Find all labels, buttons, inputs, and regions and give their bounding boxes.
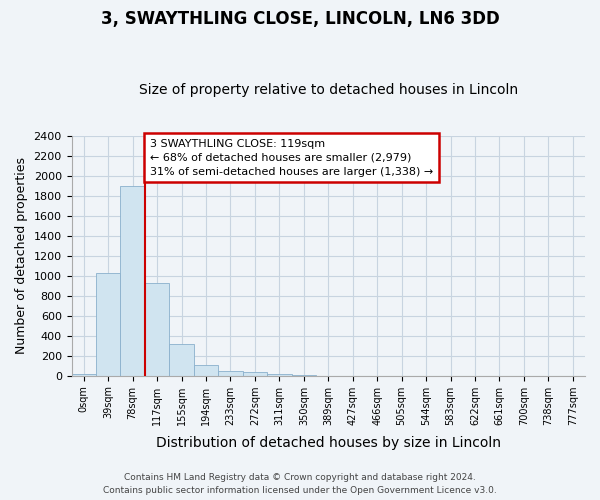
X-axis label: Distribution of detached houses by size in Lincoln: Distribution of detached houses by size … — [156, 436, 501, 450]
Bar — [145, 282, 169, 376]
Text: 3, SWAYTHLING CLOSE, LINCOLN, LN6 3DD: 3, SWAYTHLING CLOSE, LINCOLN, LN6 3DD — [101, 10, 499, 28]
Bar — [121, 186, 145, 376]
Bar — [267, 374, 292, 376]
Bar — [242, 372, 267, 376]
Bar — [292, 375, 316, 376]
Title: Size of property relative to detached houses in Lincoln: Size of property relative to detached ho… — [139, 83, 518, 97]
Text: 3 SWAYTHLING CLOSE: 119sqm
← 68% of detached houses are smaller (2,979)
31% of s: 3 SWAYTHLING CLOSE: 119sqm ← 68% of deta… — [150, 138, 433, 176]
Text: Contains HM Land Registry data © Crown copyright and database right 2024.
Contai: Contains HM Land Registry data © Crown c… — [103, 473, 497, 495]
Bar — [169, 344, 194, 376]
Bar — [194, 365, 218, 376]
Y-axis label: Number of detached properties: Number of detached properties — [15, 157, 28, 354]
Bar — [218, 370, 242, 376]
Bar — [96, 272, 121, 376]
Bar — [71, 374, 96, 376]
